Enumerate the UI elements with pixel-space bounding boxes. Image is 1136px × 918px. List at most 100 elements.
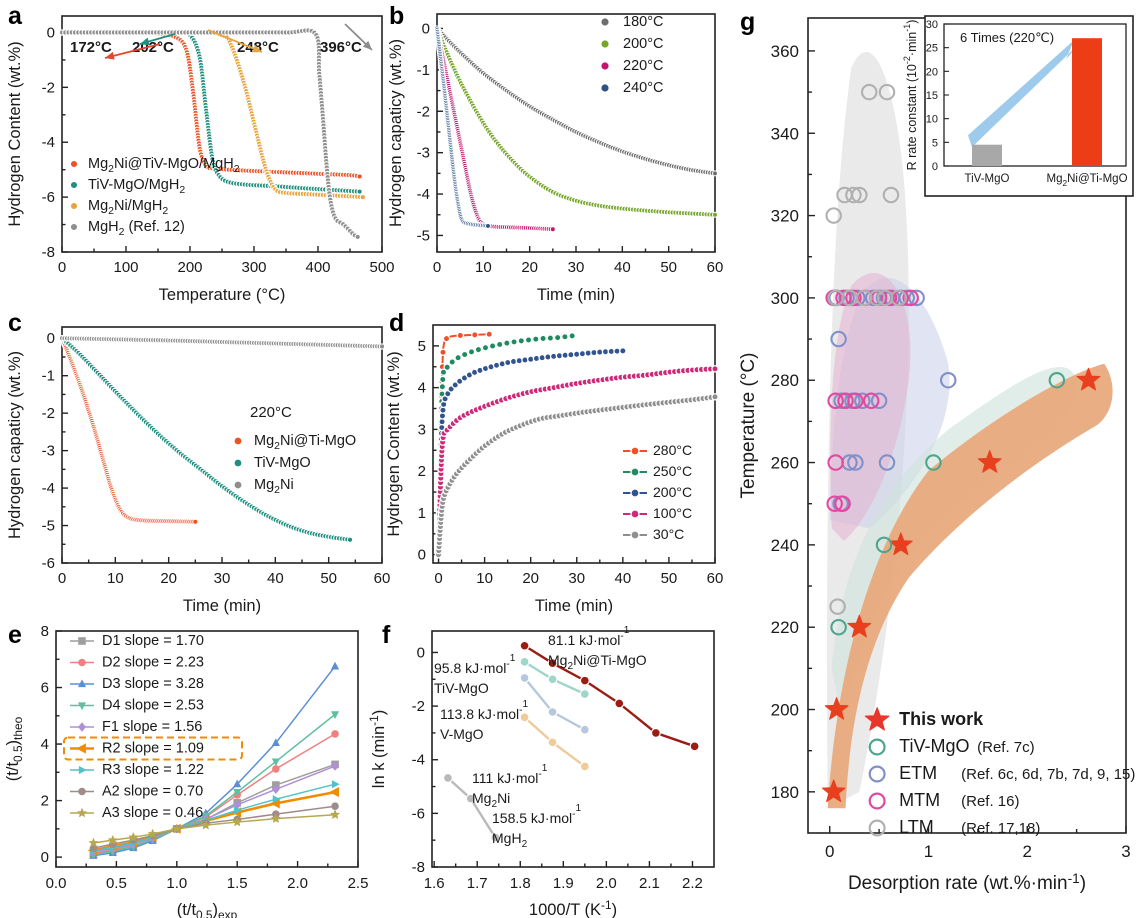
x-tick: 2.0 <box>596 875 617 892</box>
legend-label: D3 slope = 3.28 <box>102 676 204 692</box>
series-line <box>60 337 196 524</box>
annotation-label: 202°C <box>132 39 174 56</box>
legend-label: R2 slope = 1.09 <box>102 741 204 757</box>
legend-marker <box>69 201 79 211</box>
x-axis-label: Time (min) <box>535 597 613 615</box>
legend-marker <box>69 159 79 169</box>
y-tick: 0 <box>41 849 49 866</box>
legend-ref: (Ref. 17,18) <box>961 820 1040 837</box>
condition-label: 220°C <box>250 404 292 421</box>
y-tick: 2 <box>418 463 426 480</box>
y-tick: -2 <box>412 698 425 715</box>
annotation-material: MgH2 <box>492 830 528 850</box>
x-tick: 50 <box>660 259 677 276</box>
series-this-work <box>821 367 1101 803</box>
legend-label: D4 slope = 2.53 <box>102 698 204 714</box>
y-tick: -2 <box>42 405 55 422</box>
inset-y-tick: 20 <box>926 66 938 78</box>
y-axis-label: Temperature (°C) <box>738 353 759 499</box>
x-tick: 2.2 <box>682 875 703 892</box>
series-markers <box>58 335 386 350</box>
x-tick: 1.5 <box>227 875 248 892</box>
y-tick: 220 <box>771 618 799 637</box>
panel-b: b 0 10 20 30 40 50 60 0 -1 -2 -3 -4 -5 180°C 200°C 220°… <box>385 0 730 305</box>
x-tick: 40 <box>614 570 631 587</box>
x-axis-label: Time (min) <box>537 286 615 304</box>
y-tick: 360 <box>771 42 799 61</box>
inset-x-label: Mg2Ni@Ti-MgO <box>1046 173 1127 188</box>
legend-marker <box>600 61 610 71</box>
legend-label: 180°C <box>623 14 663 30</box>
legend-label: Mg2Ni@TiV-MgO/MgH2 <box>88 156 240 175</box>
legend-marker <box>630 488 640 498</box>
series-markers <box>58 27 361 241</box>
x-tick: 10 <box>475 259 492 276</box>
x-tick: 60 <box>707 259 724 276</box>
legend-label: 200°C <box>623 36 663 52</box>
x-tick: 10 <box>476 570 493 587</box>
legend-label: R3 slope = 1.22 <box>102 762 204 778</box>
y-tick: -1 <box>42 368 55 385</box>
series-markers <box>58 335 354 543</box>
legend-marker <box>600 83 610 93</box>
y-tick: 0 <box>422 20 430 37</box>
y-axis-label: Hydrogen capaticy (wt.%) <box>6 351 24 539</box>
legend-marker <box>868 792 886 810</box>
x-tick: 2 <box>1023 842 1032 861</box>
y-tick: -4 <box>42 480 55 497</box>
y-tick: 320 <box>771 207 799 226</box>
panel-d: d 0 10 20 30 40 50 60 0 1 2 3 4 5 280°C 250°C 200°C 100°… <box>385 305 730 616</box>
y-tick: 280 <box>771 371 799 390</box>
panel-c: c 0 10 20 30 40 50 60 0 -1 -2 -3 -4 -5 -6 220°C Mg2Ni@T… <box>0 305 395 616</box>
annotation-energy: 113.8 kJ·mol-1 <box>440 699 528 722</box>
legend-label: MgH2 (Ref. 12) <box>88 219 185 238</box>
annotation-arrow <box>207 29 263 53</box>
series-markers <box>433 25 556 233</box>
legend-marker <box>630 509 640 519</box>
annotation-energy: 95.8 kJ·mol-1 <box>434 653 516 676</box>
x-tick: 0 <box>58 259 66 276</box>
inset-y-tick: 15 <box>926 90 938 102</box>
series-markers <box>88 809 340 847</box>
x-axis-label: Temperature (°C) <box>159 286 286 304</box>
series-markers <box>433 25 491 229</box>
legend-label: F1 slope = 1.56 <box>102 719 202 735</box>
series-markers <box>58 335 199 525</box>
y-tick: -4 <box>417 186 430 203</box>
legend-label: 30°C <box>653 526 684 542</box>
legend-label: MTM <box>899 790 940 810</box>
plot-frame <box>431 630 715 868</box>
y-axis-label: Hydrogen Content (wt.%) <box>385 351 403 536</box>
series-ltm <box>825 83 908 615</box>
legend-label: Mg2Ni <box>254 477 294 496</box>
legend-marker <box>69 222 79 232</box>
y-tick: -3 <box>42 443 55 460</box>
x-axis-label: 1000/T (K-1) <box>529 898 617 918</box>
x-tick: 1.6 <box>424 875 445 892</box>
inset-arrow <box>968 40 1080 148</box>
panel-a: a 0 100 200 300 400 500 0 -2 -4 -6 -8 172°C 202°C 248… <box>0 0 395 305</box>
panel-e: e 0.0 0.5 1.0 1.5 2.0 2.5 0 2 4 6 8 D1 slope = 1.70… <box>0 615 372 918</box>
inset-bar <box>972 144 1002 166</box>
series-markers <box>519 640 700 752</box>
x-axis-label: Time (min) <box>183 597 261 615</box>
x-axis-label: (t/t0.5)exp <box>177 901 238 918</box>
series-markers <box>442 772 501 843</box>
inset-y-tick: 30 <box>926 19 938 31</box>
x-tick: 1 <box>924 842 933 861</box>
legend-marker <box>69 180 79 190</box>
x-tick: 500 <box>369 259 394 276</box>
y-tick: 240 <box>771 536 799 555</box>
y-tick: 1 <box>418 505 426 522</box>
series-line <box>523 677 586 731</box>
x-tick: 0 <box>825 842 834 861</box>
x-tick: 0 <box>434 570 442 587</box>
panel-a-label: a <box>8 2 22 30</box>
legend-label: 200°C <box>653 484 692 500</box>
y-tick: -5 <box>417 227 430 244</box>
legend-label: 220°C <box>623 58 663 74</box>
x-tick: 60 <box>374 570 391 587</box>
annotation-energy: 81.1 kJ·mol-1 <box>548 625 630 648</box>
legend-label: TiV-MgO <box>254 455 311 471</box>
series-line <box>437 334 573 555</box>
